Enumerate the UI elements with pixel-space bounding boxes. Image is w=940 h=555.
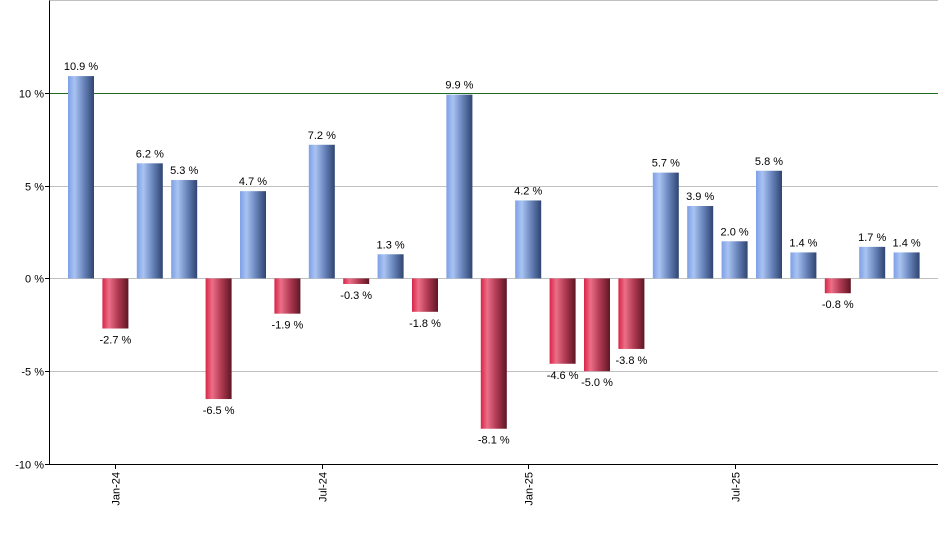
x-tick-label: Jul-25 [731, 472, 743, 502]
bars [68, 76, 920, 429]
data-label: 4.7 % [239, 176, 267, 188]
y-tick-label: 5 % [25, 182, 44, 194]
data-label: 4.2 % [514, 185, 542, 197]
bar [412, 278, 438, 312]
data-label: 9.9 % [445, 80, 473, 92]
bar [721, 241, 748, 279]
data-label: 5.3 % [170, 165, 198, 177]
data-label: 6.2 % [136, 148, 164, 160]
data-label: -8.1 % [478, 435, 510, 447]
data-label: 5.8 % [755, 156, 783, 168]
data-label: -1.9 % [272, 320, 304, 332]
x-axis-ticks: Jan-24 Jul-24 Jan-25 Jul-25 [111, 464, 743, 506]
data-label: -3.8 % [616, 355, 648, 367]
data-label: 7.2 % [308, 130, 336, 142]
data-label: -0.8 % [822, 299, 854, 311]
bar [687, 206, 714, 279]
data-label: -2.7 % [100, 335, 132, 347]
data-label: 1.7 % [858, 232, 886, 244]
bar [377, 254, 404, 279]
bar [274, 278, 301, 314]
value-labels: 10.9 % -2.7 % 6.2 % 5.3 % -6.5 % 4.7 % -1.9 % 7… [64, 61, 921, 447]
y-axis-ticks: -10 % -5 % 0 % 5 % 10 % [15, 89, 50, 472]
bar [618, 278, 645, 349]
bar [859, 246, 886, 279]
data-label: -6.5 % [203, 405, 235, 417]
data-label: 1.3 % [377, 239, 405, 251]
y-tick-label: -10 % [15, 460, 44, 472]
data-label: 5.7 % [652, 158, 680, 170]
data-label: -0.3 % [340, 290, 372, 302]
data-label: -5.0 % [581, 377, 613, 389]
bar [824, 278, 851, 294]
bar [790, 252, 817, 279]
data-label: 1.4 % [789, 237, 817, 249]
bar [515, 200, 542, 279]
bar [480, 278, 507, 429]
data-label: 10.9 % [64, 61, 98, 73]
bar [171, 180, 198, 279]
bar [205, 278, 232, 400]
data-label: 1.4 % [893, 237, 921, 249]
data-label: 2.0 % [721, 226, 749, 238]
x-tick-label: Jul-24 [318, 472, 330, 502]
y-tick-label: -5 % [21, 367, 44, 379]
bar [240, 191, 266, 279]
bar [549, 278, 576, 364]
bar [136, 163, 163, 279]
x-tick-label: Jan-24 [111, 472, 123, 506]
bar [652, 172, 679, 279]
data-label: 3.9 % [686, 191, 714, 203]
bar [893, 252, 920, 279]
bar [308, 144, 335, 279]
bar [756, 170, 782, 279]
x-tick-label: Jan-25 [524, 472, 536, 506]
bar [68, 76, 94, 279]
y-tick-label: 10 % [19, 89, 44, 101]
bar [446, 94, 473, 279]
data-label: -4.6 % [547, 370, 579, 382]
bar [343, 278, 370, 284]
data-label: -1.8 % [409, 318, 441, 330]
bar [584, 278, 610, 372]
bar [102, 278, 129, 329]
y-tick-label: 0 % [25, 274, 44, 286]
